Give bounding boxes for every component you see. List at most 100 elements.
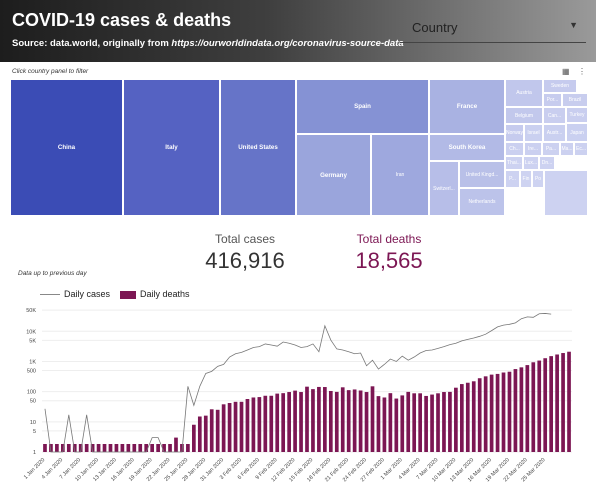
death-bar[interactable] [197, 416, 202, 453]
death-bar[interactable] [293, 390, 297, 452]
death-bar[interactable] [114, 444, 119, 452]
death-bar[interactable] [459, 384, 464, 452]
death-bar[interactable] [43, 444, 47, 452]
death-bar[interactable] [382, 397, 387, 452]
treemap-cell-spain[interactable]: Spain [296, 79, 429, 134]
death-bar[interactable] [120, 444, 125, 452]
treemap-cell-ec[interactable]: Ec... [574, 142, 588, 156]
chart-options-icon[interactable]: ▦ [562, 67, 570, 76]
treemap-cell-austr[interactable]: Austr... [543, 124, 566, 142]
death-bar[interactable] [84, 444, 89, 452]
death-bar[interactable] [192, 424, 196, 452]
death-bar[interactable] [323, 387, 327, 452]
death-bar[interactable] [501, 372, 506, 452]
death-bar[interactable] [543, 358, 548, 452]
death-bar[interactable] [376, 396, 381, 452]
death-bar[interactable] [239, 401, 244, 452]
treemap-cell-china[interactable]: China [10, 79, 123, 216]
legend-deaths[interactable]: Daily deaths [120, 289, 190, 299]
death-bar[interactable] [507, 371, 512, 452]
death-bar[interactable] [144, 444, 149, 452]
death-bar[interactable] [525, 365, 530, 452]
death-bar[interactable] [352, 389, 357, 452]
source-link[interactable]: https://ourworldindata.org/coronavirus-s… [171, 38, 404, 49]
death-bar[interactable] [311, 389, 315, 452]
death-bar[interactable] [561, 353, 565, 452]
treemap-cell-fin[interactable]: Fin [520, 170, 532, 188]
death-bar[interactable] [186, 444, 190, 452]
death-bar[interactable] [400, 395, 405, 452]
treemap-cell-can[interactable]: Can... [543, 107, 566, 124]
death-bar[interactable] [454, 387, 458, 452]
death-bar[interactable] [305, 386, 309, 452]
treemap-cell-germany[interactable]: Germany [296, 134, 371, 216]
treemap-cell-ch[interactable]: Ch... [505, 142, 524, 156]
death-bar[interactable] [465, 382, 470, 452]
death-bar[interactable] [489, 374, 494, 452]
death-bar[interactable] [251, 397, 256, 452]
death-bar[interactable] [442, 392, 446, 452]
death-bar[interactable] [126, 444, 131, 452]
treemap-cell-pa[interactable]: Pa... [542, 142, 560, 156]
treemap-cell-italy[interactable]: Italy [123, 79, 220, 216]
treemap-cell-netherlands[interactable]: Netherlands [459, 188, 505, 216]
death-bar[interactable] [287, 392, 291, 452]
death-bar[interactable] [483, 376, 488, 452]
death-bar[interactable] [519, 367, 524, 452]
death-bar[interactable] [150, 444, 155, 452]
death-bar[interactable] [430, 394, 434, 452]
treemap-cell-po[interactable]: Po [532, 170, 544, 188]
death-bar[interactable] [162, 444, 166, 452]
death-bar[interactable] [358, 390, 363, 453]
death-bar[interactable] [370, 386, 375, 452]
treemap-cell-thai[interactable]: Thai... [505, 156, 523, 170]
legend-cases[interactable]: Daily cases [40, 289, 110, 299]
death-bar[interactable] [209, 409, 214, 452]
death-bar[interactable] [61, 444, 65, 452]
treemap-cell-belgium[interactable]: Belgium [505, 107, 543, 124]
more-vert-icon[interactable]: ⋮ [578, 67, 586, 76]
treemap-cell-iran[interactable]: Iran [371, 134, 429, 216]
death-bar[interactable] [555, 354, 559, 452]
death-bar[interactable] [227, 403, 232, 452]
treemap-cell-por[interactable]: Por... [543, 93, 562, 107]
death-bar[interactable] [215, 409, 220, 452]
death-bar[interactable] [257, 397, 262, 452]
treemap-cell-p[interactable]: P... [505, 170, 520, 188]
death-bar[interactable] [394, 398, 399, 452]
treemap-cell-brazil[interactable]: Brazil [562, 93, 588, 107]
death-bar[interactable] [168, 444, 172, 452]
death-bar[interactable] [233, 401, 238, 452]
treemap-cell-dn[interactable]: Dn... [539, 156, 555, 170]
treemap-cell-norway[interactable]: Norway [505, 124, 524, 142]
death-bar[interactable] [567, 351, 571, 452]
death-bar[interactable] [317, 386, 321, 452]
treemap-cell-france[interactable]: France [429, 79, 505, 134]
death-bar[interactable] [132, 444, 137, 452]
death-bar[interactable] [471, 381, 476, 452]
death-bar[interactable] [72, 444, 77, 452]
death-bar[interactable] [418, 393, 422, 452]
death-bar[interactable] [299, 392, 303, 452]
death-bar[interactable] [448, 391, 452, 452]
death-bar[interactable] [549, 356, 553, 452]
cases-line[interactable] [44, 313, 552, 453]
treemap-cell-japan[interactable]: Japan [566, 123, 588, 142]
death-bar[interactable] [412, 393, 417, 452]
death-bar[interactable] [328, 390, 333, 452]
death-bar[interactable] [174, 437, 178, 452]
country-filter-dropdown[interactable]: Country ▼ [400, 14, 586, 43]
death-bar[interactable] [55, 444, 59, 452]
death-bar[interactable] [66, 444, 71, 452]
death-bar[interactable] [334, 391, 339, 452]
death-bar[interactable] [537, 360, 542, 452]
death-bar[interactable] [495, 373, 500, 452]
death-bar[interactable] [340, 387, 345, 452]
death-bar[interactable] [269, 395, 274, 452]
death-bar[interactable] [221, 404, 226, 452]
treemap-cell-israel[interactable]: Israel [524, 124, 543, 142]
death-bar[interactable] [90, 444, 95, 452]
treemap-cell-switzerl[interactable]: Switzerl... [429, 161, 459, 216]
treemap-cell-lux[interactable]: Lux... [523, 156, 539, 170]
death-bar[interactable] [263, 395, 268, 452]
